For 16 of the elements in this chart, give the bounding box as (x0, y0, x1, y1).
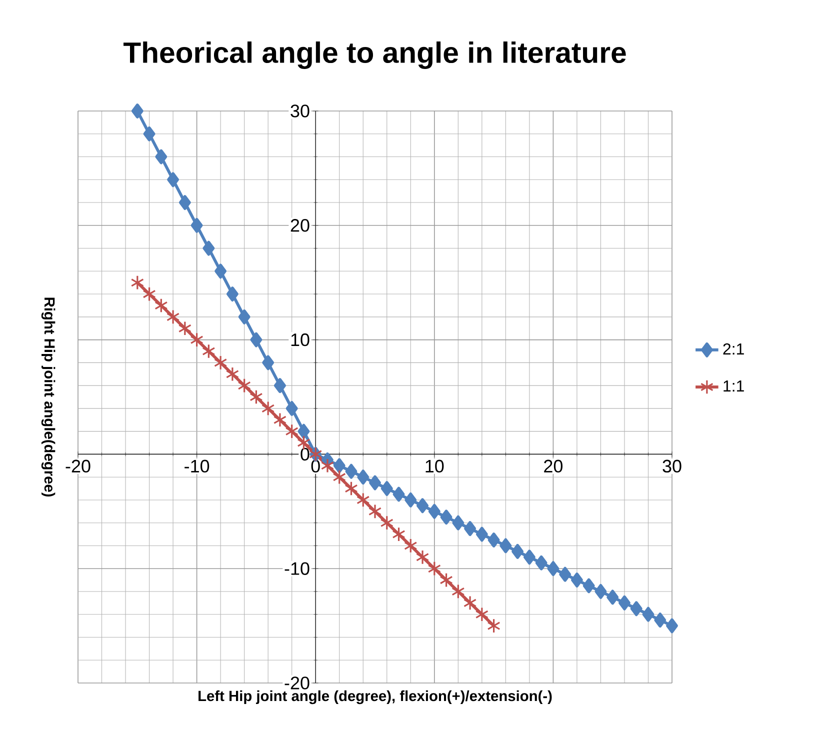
y-tick-label: 0 (300, 448, 310, 461)
x-tick-label: 20 (544, 460, 563, 473)
x-tick-label: 10 (426, 460, 444, 473)
y-tick-label: 10 (291, 333, 310, 346)
chart-title: Theorical angle to angle in literature (124, 41, 626, 69)
y-tick-label: 20 (290, 219, 310, 232)
x-tick-label: 30 (662, 460, 682, 473)
legend-label: 1:1 (724, 380, 744, 392)
x-axis-title: Left Hip joint angle (degree), flexion(+)/extension(-) (198, 690, 552, 704)
y-tick-label: -10 (284, 562, 310, 575)
y-axis-title: Right Hip joint angle(degree) (41, 298, 56, 497)
x-tick-label: -10 (184, 460, 210, 473)
y-tick-label: 30 (290, 104, 310, 118)
y-tick-label: -20 (284, 676, 310, 690)
legend-label: 2:1 (723, 343, 744, 354)
x-tick-label: -20 (66, 460, 90, 473)
